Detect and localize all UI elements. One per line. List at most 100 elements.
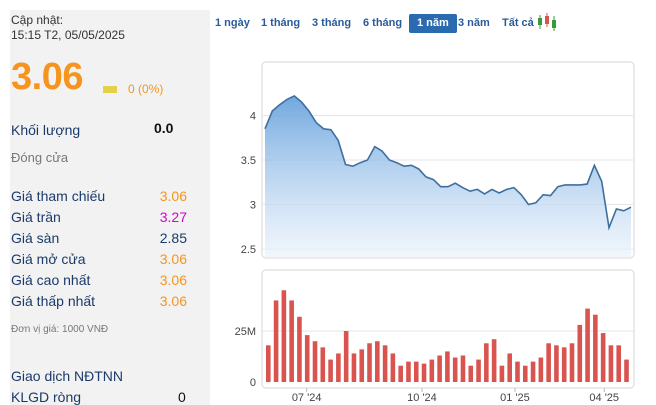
volume-bar: [289, 300, 294, 382]
volume-bar: [343, 331, 349, 382]
volume-bar: [266, 345, 271, 382]
volume-label: Khối lượng: [11, 122, 81, 138]
price-row-value: 3.06: [159, 293, 187, 309]
volume-bar: [616, 345, 622, 382]
x-tick-label: 07 '24: [292, 392, 322, 404]
volume-bar: [530, 361, 536, 382]
volume-bar: [460, 355, 466, 382]
volume-bar: [546, 343, 551, 382]
price-table: Giá tham chiếu 3.06 Giá trần 3.27 Giá sàn 2.8…: [11, 188, 187, 314]
volume-bar: [437, 355, 442, 382]
price-row: Giá cao nhất 3.06: [11, 272, 187, 293]
volume-panel-frame: [261, 269, 635, 389]
volume-bar: [561, 347, 567, 382]
update-time: 15:15 T2, 05/05/2025: [11, 28, 125, 42]
summary-panel: [10, 10, 210, 405]
price-row: Giá tham chiếu 3.06: [11, 188, 187, 209]
volume-bar: [452, 357, 458, 382]
price-row: Giá sàn 2.85: [11, 230, 187, 251]
price-row-value: 3.06: [159, 251, 187, 267]
volume-bar: [351, 353, 357, 382]
range-tab[interactable]: 1 tháng: [261, 17, 301, 29]
price-row-value: 3.06: [159, 272, 187, 288]
volume-value: 0.0: [154, 120, 174, 136]
price-y-tick-label: 3.5: [241, 155, 256, 167]
volume-bar: [320, 347, 326, 382]
price-row-label: Giá tham chiếu: [11, 188, 106, 204]
range-tab[interactable]: 6 tháng: [363, 17, 403, 29]
volume-bar: [273, 300, 279, 382]
market-status: Đóng cửa: [11, 150, 69, 165]
volume-bar: [382, 345, 388, 382]
volume-bar: [390, 353, 396, 382]
volume-bar: [413, 361, 419, 382]
volume-bar: [585, 308, 590, 382]
volume-bar: [593, 314, 598, 382]
volume-bar: [421, 363, 427, 382]
volume-bar: [297, 316, 302, 382]
foreign-trade-title: Giao dịch NĐTNN: [11, 368, 124, 384]
price-row-label: Giá sàn: [11, 230, 60, 246]
range-tab[interactable]: 1 năm: [409, 14, 457, 33]
range-tab[interactable]: 1 ngày: [215, 17, 250, 29]
no-change-icon: [103, 86, 117, 93]
price-row: Giá trần 3.27: [11, 209, 187, 230]
volume-bar: [359, 349, 365, 382]
price-change: 0 (0%): [128, 82, 164, 96]
net-volume-label: KLGD ròng: [11, 389, 82, 405]
volume-bar: [499, 365, 505, 382]
volume-bar: [624, 359, 629, 382]
volume-bar: [577, 324, 583, 382]
volume-bar: [538, 357, 544, 382]
volume-bar: [328, 359, 333, 382]
volume-bar: [569, 343, 575, 382]
volume-bar: [608, 345, 614, 382]
net-volume-value: 0: [178, 389, 186, 405]
price-row-value: 3.06: [159, 188, 187, 204]
volume-bar: [312, 341, 318, 382]
price-row-value: 3.27: [159, 209, 187, 225]
volume-bar: [522, 365, 528, 382]
price-area: [265, 95, 631, 259]
price-y-tick-label: 4: [250, 110, 256, 122]
volume-bar: [507, 353, 512, 382]
update-label: Cập nhật:: [11, 13, 64, 27]
unit-note: Đơn vị giá: 1000 VNĐ: [11, 324, 109, 335]
price-row-label: Giá thấp nhất: [11, 293, 96, 309]
range-tab[interactable]: 3 năm: [458, 17, 490, 29]
price-y-tick-label: 2.5: [241, 244, 256, 256]
volume-bar: [515, 361, 520, 382]
x-tick-label: 04 '25: [589, 392, 619, 404]
volume-bar: [406, 361, 411, 382]
volume-bar: [429, 359, 435, 382]
range-tab[interactable]: 3 tháng: [312, 17, 352, 29]
x-tick-label: 10 '24: [407, 392, 437, 404]
price-row: Giá mở cửa 3.06: [11, 251, 187, 272]
price-row-label: Giá trần: [11, 209, 61, 225]
volume-bar: [476, 359, 481, 382]
x-tick-label: 01 '25: [500, 392, 530, 404]
volume-bar: [491, 339, 497, 382]
candlestick-icon[interactable]: [536, 12, 558, 32]
volume-bar: [367, 343, 372, 382]
volume-bar: [375, 341, 380, 382]
price-row-label: Giá cao nhất: [11, 272, 91, 288]
volume-y-tick-label: 25M: [235, 326, 256, 338]
current-price: 3.06: [11, 56, 83, 98]
price-y-tick-label: 3: [250, 200, 256, 212]
range-tab[interactable]: Tất cả: [502, 17, 534, 29]
volume-bar: [468, 365, 474, 382]
volume-bar: [445, 351, 450, 382]
volume-y-tick-label: 0: [250, 377, 256, 389]
price-line: [264, 94, 632, 231]
price-row-label: Giá mở cửa: [11, 251, 86, 267]
volume-bar: [398, 365, 403, 382]
price-row: Giá thấp nhất 3.06: [11, 293, 187, 314]
volume-bar: [554, 345, 559, 382]
volume-bar: [304, 335, 310, 382]
volume-bar: [336, 353, 341, 382]
price-row-value: 2.85: [159, 230, 187, 246]
volume-bar: [281, 290, 287, 382]
volume-bar: [484, 343, 489, 382]
